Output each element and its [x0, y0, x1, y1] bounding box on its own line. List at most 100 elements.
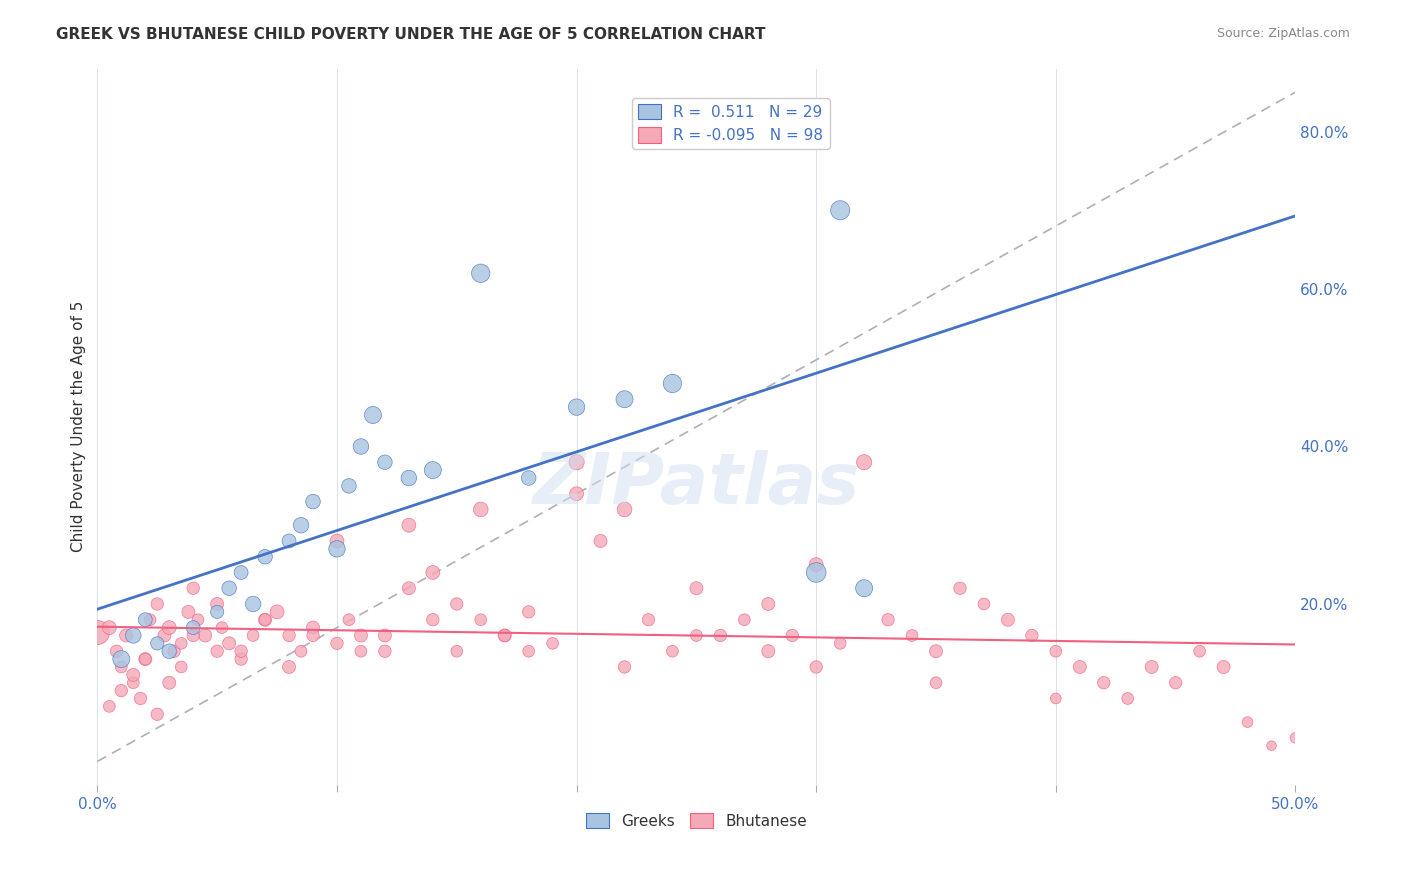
Point [187, 613, 209, 627]
Text: ZIPatlas: ZIPatlas [533, 450, 860, 518]
Point [278, 660, 301, 674]
Point [830, 203, 852, 218]
Point [446, 644, 468, 658]
Point [806, 558, 828, 572]
Point [211, 621, 233, 635]
Point [110, 660, 132, 674]
Point [205, 605, 228, 619]
Point [565, 455, 588, 469]
Point [1021, 628, 1043, 642]
Point [350, 644, 373, 658]
Point [925, 675, 948, 690]
Point [134, 613, 156, 627]
Y-axis label: Child Poverty Under the Age of 5: Child Poverty Under the Age of 5 [72, 301, 86, 552]
Point [122, 675, 145, 690]
Point [853, 581, 876, 595]
Point [901, 628, 924, 642]
Point [517, 605, 540, 619]
Point [973, 597, 995, 611]
Legend: Greeks, Bhutanese: Greeks, Bhutanese [579, 806, 813, 835]
Point [422, 613, 444, 627]
Point [254, 613, 277, 627]
Point [756, 644, 779, 658]
Point [613, 392, 636, 407]
Point [1045, 644, 1067, 658]
Point [398, 471, 420, 485]
Point [157, 675, 180, 690]
Point [685, 581, 707, 595]
Point [122, 628, 145, 642]
Point [326, 541, 349, 556]
Point [1116, 691, 1139, 706]
Point [110, 683, 132, 698]
Point [1164, 675, 1187, 690]
Point [146, 636, 169, 650]
Point [470, 266, 492, 280]
Point [229, 652, 252, 666]
Point [122, 668, 145, 682]
Point [1188, 644, 1211, 658]
Point [1140, 660, 1163, 674]
Point [661, 644, 683, 658]
Point [326, 533, 349, 548]
Text: GREEK VS BHUTANESE CHILD POVERTY UNDER THE AGE OF 5 CORRELATION CHART: GREEK VS BHUTANESE CHILD POVERTY UNDER T… [56, 27, 766, 42]
Point [517, 644, 540, 658]
Point [1045, 691, 1067, 706]
Point [446, 597, 468, 611]
Point [613, 660, 636, 674]
Point [134, 652, 156, 666]
Point [242, 628, 264, 642]
Point [229, 566, 252, 580]
Point [877, 613, 900, 627]
Point [494, 628, 516, 642]
Point [350, 440, 373, 454]
Point [278, 533, 301, 548]
Point [153, 628, 176, 642]
Point [290, 644, 312, 658]
Point [337, 613, 360, 627]
Point [326, 636, 349, 650]
Point [1260, 739, 1282, 753]
Point [266, 605, 288, 619]
Point [470, 613, 492, 627]
Point [177, 605, 200, 619]
Point [242, 597, 264, 611]
Point [181, 628, 204, 642]
Point [170, 660, 193, 674]
Point [733, 613, 755, 627]
Point [254, 613, 277, 627]
Point [181, 581, 204, 595]
Point [110, 652, 132, 666]
Point [157, 644, 180, 658]
Point [661, 376, 683, 391]
Point [205, 597, 228, 611]
Point [278, 628, 301, 642]
Point [565, 400, 588, 414]
Point [709, 628, 731, 642]
Point [129, 691, 152, 706]
Point [170, 636, 193, 650]
Point [541, 636, 564, 650]
Point [398, 518, 420, 533]
Point [422, 566, 444, 580]
Point [181, 621, 204, 635]
Point [780, 628, 803, 642]
Point [806, 660, 828, 674]
Point [613, 502, 636, 516]
Point [494, 628, 516, 642]
Point [565, 487, 588, 501]
Point [139, 613, 162, 627]
Point [98, 621, 121, 635]
Point [157, 621, 180, 635]
Point [146, 597, 169, 611]
Point [105, 644, 128, 658]
Point [98, 699, 121, 714]
Point [925, 644, 948, 658]
Point [1212, 660, 1234, 674]
Point [302, 628, 325, 642]
Point [361, 408, 384, 422]
Point [218, 636, 240, 650]
Point [1284, 731, 1306, 745]
Point [374, 644, 396, 658]
Point [997, 613, 1019, 627]
